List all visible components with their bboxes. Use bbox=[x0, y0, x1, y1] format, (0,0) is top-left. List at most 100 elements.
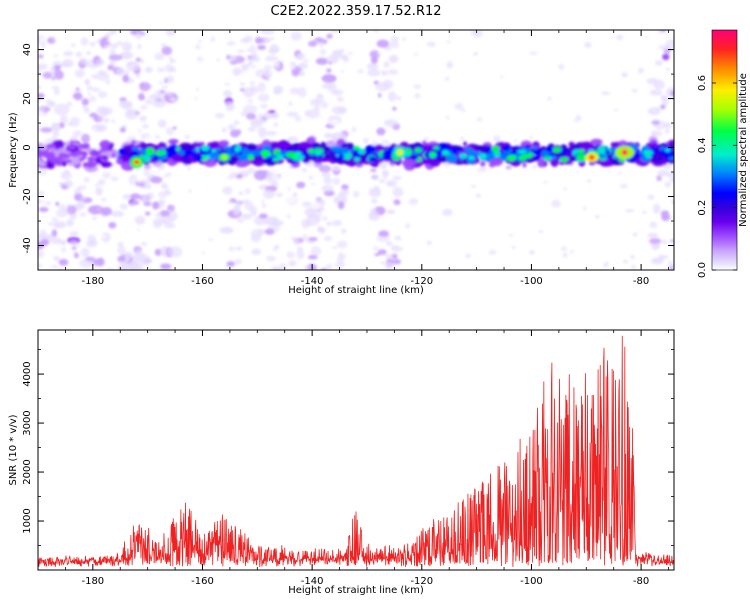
x-tick-label: -140 bbox=[301, 276, 324, 287]
heatmap-cell bbox=[53, 255, 60, 261]
heatmap-cell bbox=[336, 240, 348, 249]
heatmap-cell bbox=[534, 155, 541, 160]
heatmap-cell bbox=[412, 151, 419, 156]
heatmap-cell bbox=[88, 205, 104, 215]
heatmap-cell bbox=[432, 91, 440, 99]
heatmap-cell bbox=[297, 175, 305, 180]
heatmap-cell bbox=[152, 99, 167, 108]
heatmap-cell bbox=[367, 68, 381, 77]
heatmap-cell bbox=[164, 222, 176, 229]
heatmap-cell bbox=[128, 261, 140, 270]
heatmap-cell bbox=[337, 146, 343, 151]
heatmap-cell bbox=[671, 199, 674, 205]
spectrogram-panel: -180 -160 -140 -120 -100 -80 -40 -20 0 20 40 Heigh… bbox=[8, 29, 675, 296]
heatmap-cell bbox=[157, 119, 167, 128]
heatmap-cell bbox=[50, 122, 61, 132]
spectrogram-xlabel: Height of straight line (km) bbox=[288, 285, 424, 296]
heatmap-cell bbox=[95, 186, 103, 196]
heatmap-cell bbox=[230, 221, 235, 226]
heatmap-cell bbox=[38, 198, 43, 204]
heatmap-cell bbox=[158, 191, 168, 199]
heatmap-cell bbox=[649, 221, 658, 229]
heatmap-blobs bbox=[38, 30, 674, 270]
heatmap-cell bbox=[323, 177, 332, 184]
heatmap-cell bbox=[302, 201, 312, 208]
heatmap-cell bbox=[378, 230, 390, 237]
heatmap-cell bbox=[289, 87, 300, 95]
heatmap-cell bbox=[297, 87, 307, 98]
heatmap-cell bbox=[543, 180, 548, 184]
heatmap-cell bbox=[40, 238, 50, 246]
heatmap-cell bbox=[102, 171, 111, 179]
heatmap-cell bbox=[647, 194, 655, 200]
heatmap-cell bbox=[154, 150, 167, 156]
heatmap-cell bbox=[42, 71, 53, 79]
heatmap-cell bbox=[258, 213, 268, 219]
heatmap-cell bbox=[529, 51, 538, 55]
heatmap-cell bbox=[101, 197, 107, 202]
heatmap-cell bbox=[558, 64, 565, 70]
heatmap-cell bbox=[442, 208, 453, 217]
heatmap-cell bbox=[66, 205, 77, 215]
heatmap-cell bbox=[399, 213, 403, 216]
snr-frame bbox=[37, 329, 675, 571]
heatmap-cell bbox=[169, 58, 176, 64]
heatmap-cell bbox=[210, 36, 215, 43]
heatmap-cell bbox=[119, 203, 128, 210]
heatmap-cell bbox=[340, 228, 347, 234]
heatmap-cell bbox=[579, 215, 590, 223]
heatmap-cell bbox=[664, 181, 672, 188]
heatmap-cell bbox=[264, 69, 273, 78]
heatmap-cell bbox=[38, 263, 43, 269]
heatmap-cell bbox=[276, 192, 283, 198]
heatmap-cell bbox=[325, 263, 333, 270]
heatmap-cell bbox=[84, 78, 91, 86]
heatmap-cell bbox=[369, 128, 375, 132]
heatmap-cell bbox=[74, 69, 85, 78]
heatmap-cell bbox=[388, 181, 393, 186]
heatmap-cell bbox=[60, 152, 71, 159]
heatmap-cell bbox=[547, 156, 553, 160]
heatmap-cell bbox=[139, 141, 146, 147]
heatmap-cell bbox=[237, 217, 244, 223]
heatmap-cell bbox=[373, 185, 380, 194]
heatmap-cell bbox=[149, 94, 160, 100]
heatmap-cell bbox=[135, 72, 141, 79]
heatmap-cell bbox=[286, 251, 296, 259]
heatmap-cell bbox=[294, 115, 302, 122]
heatmap-cell bbox=[197, 40, 202, 43]
heatmap-cell bbox=[128, 174, 138, 186]
heatmap-cell bbox=[413, 53, 418, 56]
heatmap-cell bbox=[250, 44, 255, 48]
heatmap-cell bbox=[133, 160, 140, 165]
heatmap-cell bbox=[64, 169, 70, 175]
heatmap-cell bbox=[477, 167, 488, 172]
heatmap-cell bbox=[85, 256, 96, 262]
heatmap-cell bbox=[101, 155, 108, 160]
heatmap-cell bbox=[122, 194, 134, 200]
heatmap-cell bbox=[252, 87, 259, 94]
heatmap-cell bbox=[288, 260, 297, 267]
heatmap-cell bbox=[370, 168, 377, 173]
heatmap-cell bbox=[543, 155, 549, 161]
heatmap-cell bbox=[67, 203, 72, 207]
heatmap-cell bbox=[91, 216, 98, 220]
heatmap-cell bbox=[319, 49, 327, 55]
heatmap-cell bbox=[209, 254, 218, 262]
heatmap-cell bbox=[257, 113, 264, 118]
heatmap-cell bbox=[51, 217, 58, 223]
heatmap-cell bbox=[341, 184, 349, 190]
heatmap-cell bbox=[117, 242, 124, 247]
heatmap-cell bbox=[551, 155, 557, 160]
heatmap-cell bbox=[317, 225, 323, 232]
heatmap-cell bbox=[85, 148, 93, 152]
heatmap-cell bbox=[147, 36, 157, 43]
heatmap-cell bbox=[446, 115, 450, 121]
heatmap-cell bbox=[560, 246, 568, 252]
heatmap-cell bbox=[254, 170, 267, 181]
heatmap-cell bbox=[333, 166, 340, 172]
heatmap-cell bbox=[38, 109, 45, 119]
heatmap-cell bbox=[111, 119, 116, 123]
heatmap-cell bbox=[632, 231, 638, 237]
heatmap-cell bbox=[105, 191, 110, 194]
